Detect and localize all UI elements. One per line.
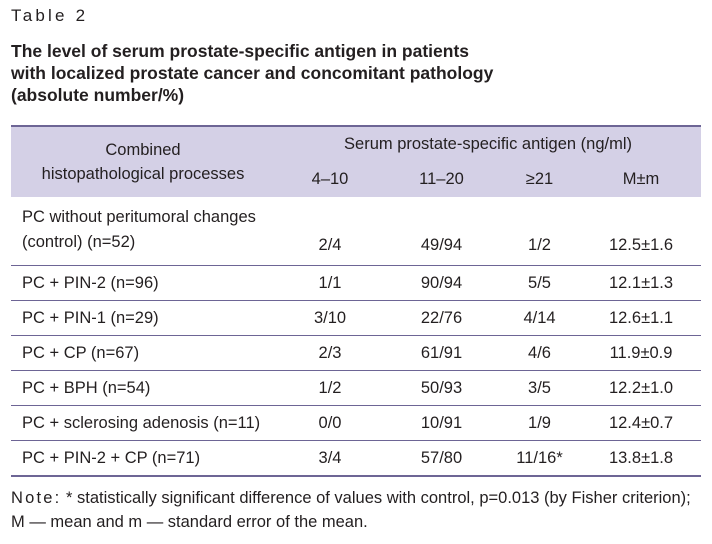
- cell-mean-sem: 13.8±1.8: [581, 440, 702, 477]
- title-line: The level of serum prostate-specific ant…: [11, 41, 470, 61]
- cell-4-10: 1/2: [275, 370, 385, 406]
- row-name-line: (control) (n=52): [22, 233, 136, 251]
- cell-21-plus: 1/2: [498, 197, 581, 266]
- cell-4-10: 3/10: [275, 300, 385, 336]
- cell-21-plus: 4/14: [498, 300, 581, 336]
- cell-mean-sem: 12.6±1.1: [581, 300, 702, 336]
- table-row: PC + PIN-2 + CP (n=71) 3/4 57/80 11/16* …: [11, 440, 702, 477]
- row-name: PC + PIN-2 (n=96): [11, 265, 275, 301]
- cell-11-20: 22/76: [385, 300, 498, 336]
- table-note: Note: * statistically significant differ…: [11, 486, 706, 534]
- header-serum-psa: Serum prostate-specific antigen (ng/ml): [275, 126, 702, 162]
- row-name: PC without peritumoral changes (control)…: [11, 197, 275, 266]
- row-name: PC + PIN-1 (n=29): [11, 300, 275, 336]
- subheader-21-plus: ≥21: [498, 162, 581, 197]
- cell-11-20: 57/80: [385, 440, 498, 477]
- title-line: with localized prostate cancer and conco…: [11, 63, 494, 83]
- cell-11-20: 10/91: [385, 405, 498, 441]
- subheader-4-10: 4–10: [275, 162, 385, 197]
- cell-21-plus: 11/16*: [498, 440, 581, 477]
- cell-4-10: 3/4: [275, 440, 385, 477]
- note-prefix: Note:: [11, 489, 62, 507]
- cell-21-plus: 3/5: [498, 370, 581, 406]
- subheader-mean-sem: M±m: [581, 162, 702, 197]
- note-text: * statistically significant difference o…: [11, 489, 691, 531]
- row-name: PC + BPH (n=54): [11, 370, 275, 406]
- header-combined-processes: Combined histopathological processes: [11, 126, 275, 197]
- table-row: PC + PIN-1 (n=29) 3/10 22/76 4/14 12.6±1…: [11, 300, 702, 336]
- cell-11-20: 50/93: [385, 370, 498, 406]
- cell-mean-sem: 12.2±1.0: [581, 370, 702, 406]
- row-name-line: PC without peritumoral changes: [22, 208, 256, 226]
- cell-11-20: 90/94: [385, 265, 498, 301]
- cell-mean-sem: 11.9±0.9: [581, 335, 702, 371]
- row-name: PC + sclerosing adenosis (n=11): [11, 405, 275, 441]
- cell-11-20: 49/94: [385, 197, 498, 266]
- cell-21-plus: 4/6: [498, 335, 581, 371]
- table-row: PC + BPH (n=54) 1/2 50/93 3/5 12.2±1.0: [11, 370, 702, 406]
- table-row: PC + sclerosing adenosis (n=11) 0/0 10/9…: [11, 405, 702, 441]
- cell-mean-sem: 12.1±1.3: [581, 265, 702, 301]
- cell-21-plus: 1/9: [498, 405, 581, 441]
- cell-4-10: 0/0: [275, 405, 385, 441]
- table-label: Table 2: [11, 6, 89, 25]
- table-row: PC + CP (n=67) 2/3 61/91 4/6 11.9±0.9: [11, 335, 702, 371]
- table-title: The level of serum prostate-specific ant…: [11, 40, 701, 106]
- table-body: PC without peritumoral changes (control)…: [11, 197, 702, 477]
- cell-4-10: 1/1: [275, 265, 385, 301]
- header-line: histopathological processes: [41, 165, 245, 183]
- title-line: (absolute number/%): [11, 85, 185, 105]
- header-line: Combined: [105, 141, 181, 159]
- cell-11-20: 61/91: [385, 335, 498, 371]
- row-name: PC + PIN-2 + CP (n=71): [11, 440, 275, 477]
- psa-table: Combined histopathological processes Ser…: [11, 125, 702, 477]
- table-header: Combined histopathological processes Ser…: [11, 126, 702, 197]
- cell-4-10: 2/3: [275, 335, 385, 371]
- table-row: PC without peritumoral changes (control)…: [11, 197, 702, 266]
- row-name: PC + CP (n=67): [11, 335, 275, 371]
- cell-mean-sem: 12.4±0.7: [581, 405, 702, 441]
- subheader-11-20: 11–20: [385, 162, 498, 197]
- table-row: PC + PIN-2 (n=96) 1/1 90/94 5/5 12.1±1.3: [11, 265, 702, 301]
- cell-mean-sem: 12.5±1.6: [581, 197, 702, 266]
- cell-4-10: 2/4: [275, 197, 385, 266]
- cell-21-plus: 5/5: [498, 265, 581, 301]
